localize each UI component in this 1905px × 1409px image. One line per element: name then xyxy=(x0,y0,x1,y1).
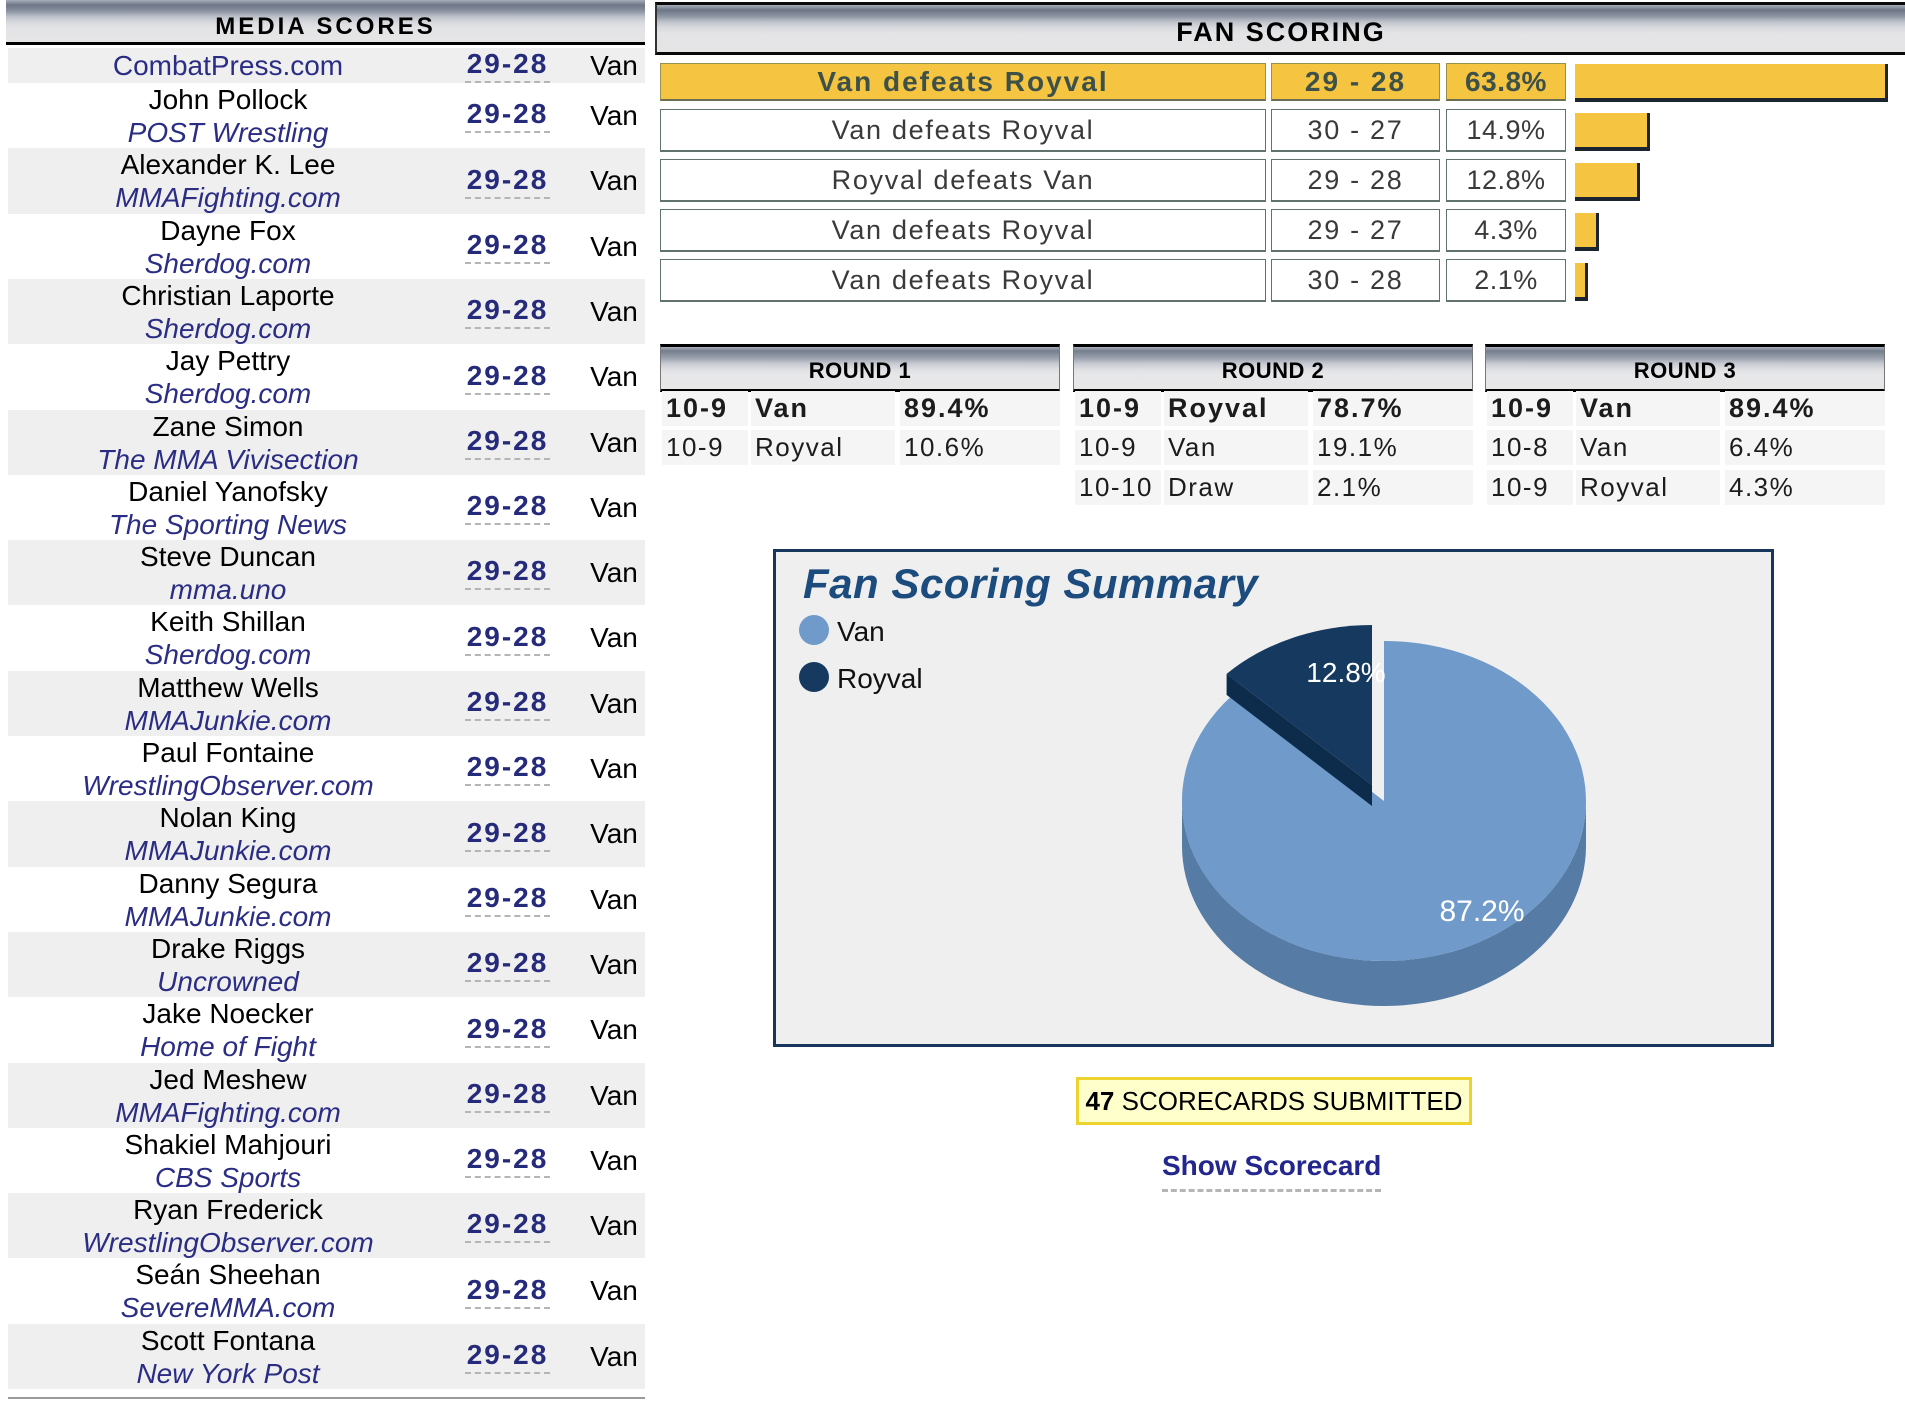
svg-text:87.2%: 87.2% xyxy=(1439,895,1524,928)
svg-text:12.8%: 12.8% xyxy=(1306,657,1385,688)
